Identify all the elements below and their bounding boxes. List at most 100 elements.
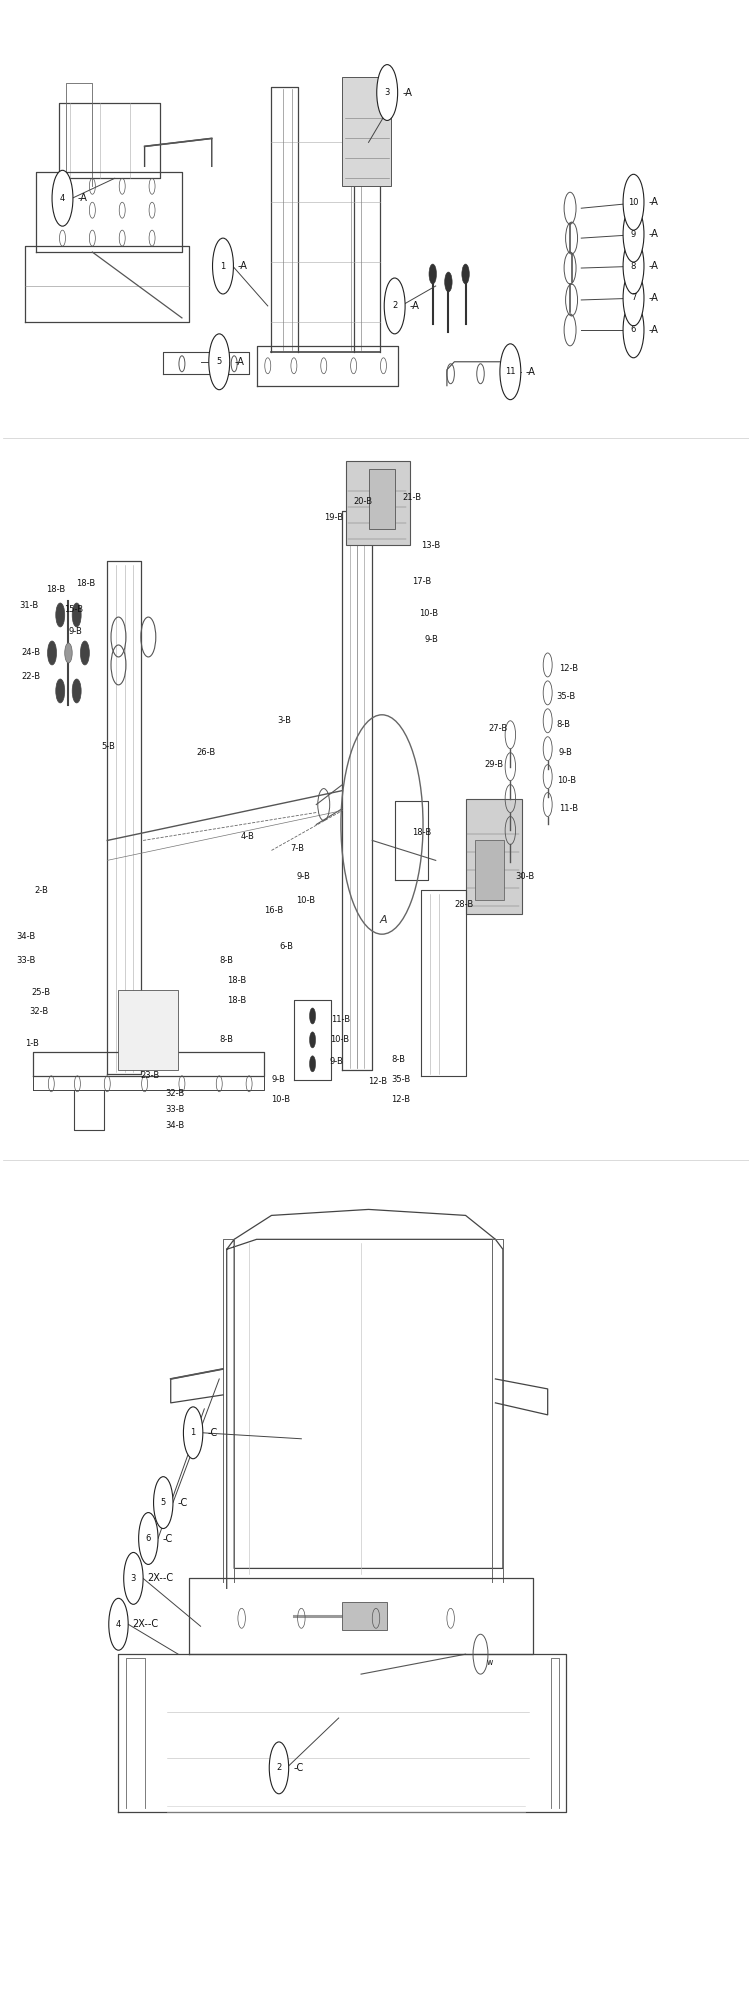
Circle shape: [47, 640, 56, 664]
Circle shape: [123, 1552, 143, 1604]
Text: 2: 2: [276, 1764, 281, 1772]
Text: 33-B: 33-B: [17, 956, 35, 964]
Text: 12-B: 12-B: [368, 1078, 388, 1086]
Bar: [342, 76, 391, 186]
Text: 11-B: 11-B: [331, 1016, 350, 1024]
Text: 3-B: 3-B: [277, 716, 292, 726]
Text: 10-B: 10-B: [296, 896, 315, 904]
Text: 9-B: 9-B: [559, 748, 573, 758]
Text: 6-B: 6-B: [279, 942, 293, 950]
Text: 3: 3: [131, 1574, 136, 1582]
Circle shape: [500, 344, 521, 400]
Circle shape: [623, 238, 644, 294]
Text: 15-B: 15-B: [64, 604, 83, 614]
Circle shape: [384, 278, 405, 334]
Text: 4-B: 4-B: [240, 832, 254, 840]
Text: 9-B: 9-B: [296, 872, 310, 880]
Text: -A: -A: [648, 230, 658, 240]
Text: -A: -A: [648, 262, 658, 272]
Text: 1-B: 1-B: [25, 1040, 39, 1048]
Bar: [346, 462, 410, 546]
Text: 29-B: 29-B: [484, 760, 503, 770]
Bar: [465, 798, 522, 914]
Text: 34-B: 34-B: [17, 932, 35, 940]
Text: -C: -C: [177, 1498, 188, 1508]
Text: 24-B: 24-B: [22, 648, 41, 658]
Text: 18-B: 18-B: [76, 578, 96, 588]
Text: -A: -A: [410, 300, 420, 310]
Text: 8: 8: [631, 262, 636, 270]
Text: 1: 1: [190, 1428, 196, 1438]
Text: -A: -A: [648, 198, 658, 208]
Text: 35-B: 35-B: [556, 692, 576, 702]
Text: 25-B: 25-B: [31, 988, 50, 996]
Text: A: A: [380, 916, 387, 926]
Bar: [368, 470, 395, 530]
Circle shape: [310, 1032, 316, 1048]
Text: 4: 4: [116, 1620, 121, 1628]
Circle shape: [72, 678, 81, 702]
Circle shape: [56, 604, 65, 626]
Circle shape: [444, 272, 452, 292]
Circle shape: [213, 238, 233, 294]
Text: 9: 9: [631, 230, 636, 238]
Circle shape: [109, 1598, 128, 1650]
Text: 13-B: 13-B: [421, 540, 440, 550]
Text: 34-B: 34-B: [165, 1122, 185, 1130]
Text: 27-B: 27-B: [488, 724, 507, 734]
Text: 30-B: 30-B: [515, 872, 534, 880]
Text: 10-B: 10-B: [420, 608, 438, 618]
Circle shape: [623, 270, 644, 326]
Circle shape: [209, 334, 229, 390]
Text: 22-B: 22-B: [22, 672, 41, 682]
Circle shape: [80, 640, 89, 664]
Bar: [342, 1602, 387, 1630]
Circle shape: [65, 642, 72, 662]
Bar: [475, 840, 505, 900]
Text: 5: 5: [217, 358, 222, 366]
Text: 32-B: 32-B: [29, 1008, 49, 1016]
Text: 7-B: 7-B: [290, 844, 304, 852]
Text: 7: 7: [631, 294, 636, 302]
Text: 10-B: 10-B: [556, 776, 576, 786]
Text: 35-B: 35-B: [391, 1076, 410, 1084]
Text: 5: 5: [161, 1498, 166, 1508]
Text: 10-B: 10-B: [271, 1096, 290, 1104]
Circle shape: [623, 302, 644, 358]
Text: -A: -A: [234, 356, 244, 366]
Text: 5-B: 5-B: [102, 742, 115, 752]
Circle shape: [377, 64, 398, 120]
Text: 4: 4: [60, 194, 65, 202]
Text: 18-B: 18-B: [412, 828, 431, 836]
Text: 20-B: 20-B: [353, 496, 373, 506]
Text: 16-B: 16-B: [264, 906, 284, 914]
Text: 9-B: 9-B: [425, 634, 438, 644]
Text: 19-B: 19-B: [324, 512, 343, 522]
Text: -C: -C: [208, 1428, 217, 1438]
Text: 23-B: 23-B: [141, 1072, 160, 1080]
Text: -A: -A: [648, 292, 658, 302]
Text: 18-B: 18-B: [226, 996, 246, 1004]
Circle shape: [623, 174, 644, 230]
Circle shape: [56, 678, 65, 702]
Circle shape: [138, 1512, 158, 1564]
Text: -A: -A: [526, 366, 535, 376]
Text: 1: 1: [220, 262, 226, 270]
Text: 9-B: 9-B: [68, 626, 82, 636]
Circle shape: [52, 170, 73, 226]
Text: 33-B: 33-B: [165, 1106, 185, 1114]
Text: 6: 6: [146, 1534, 151, 1544]
Text: 31-B: 31-B: [20, 600, 38, 610]
Text: 6: 6: [631, 326, 636, 334]
Text: 8-B: 8-B: [556, 720, 571, 730]
Text: 28-B: 28-B: [454, 900, 474, 908]
Text: 11: 11: [505, 368, 516, 376]
Text: 12-B: 12-B: [559, 664, 578, 674]
Text: 9-B: 9-B: [329, 1058, 344, 1066]
Text: 12-B: 12-B: [391, 1096, 410, 1104]
Text: 2-B: 2-B: [34, 886, 48, 894]
Text: 8-B: 8-B: [220, 956, 233, 964]
Text: 32-B: 32-B: [165, 1090, 185, 1098]
Circle shape: [72, 604, 81, 626]
Text: 18-B: 18-B: [226, 976, 246, 984]
